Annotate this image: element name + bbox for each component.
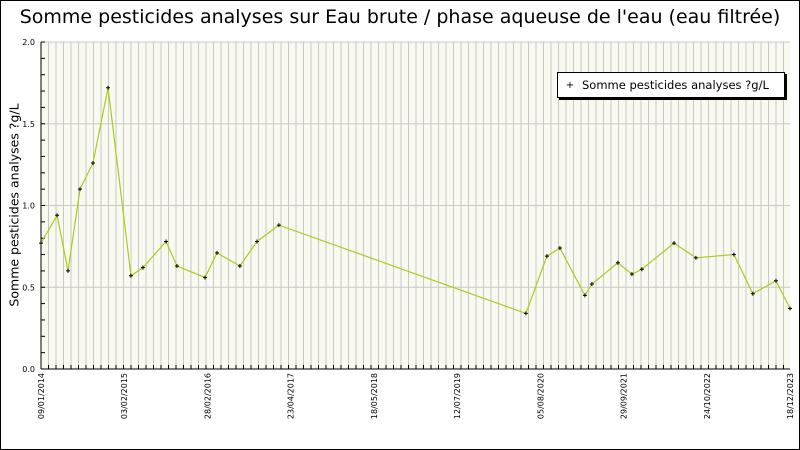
data-point xyxy=(203,275,208,280)
chart-title: Somme pesticides analyses sur Eau brute … xyxy=(19,6,781,28)
data-point xyxy=(255,239,260,244)
data-point xyxy=(523,311,528,316)
data-point xyxy=(77,187,82,192)
data-point xyxy=(773,278,778,283)
data-point xyxy=(128,273,133,278)
x-tick-label: 12/07/2019 xyxy=(453,373,462,419)
x-tick-label: 23/04/2017 xyxy=(287,373,296,419)
data-point xyxy=(164,239,169,244)
x-tick-label: 28/02/2016 xyxy=(203,373,212,419)
data-point xyxy=(106,85,111,90)
data-point xyxy=(589,281,594,286)
y-tick-label: 1.5 xyxy=(22,120,35,129)
data-point xyxy=(731,252,736,257)
legend: + Somme pesticides analyses ?g/L xyxy=(557,72,785,98)
y-tick-label: 1.0 xyxy=(22,202,35,211)
data-point xyxy=(55,213,60,218)
data-point xyxy=(788,306,792,311)
legend-marker-icon: + xyxy=(565,79,575,91)
data-point xyxy=(693,255,698,260)
x-tick-label: 18/12/2023 xyxy=(786,373,795,419)
data-point xyxy=(750,291,755,296)
x-tick-label: 05/08/2020 xyxy=(536,373,545,419)
data-point xyxy=(66,268,71,273)
x-tick-label: 24/10/2022 xyxy=(703,373,712,419)
data-point xyxy=(276,223,281,228)
x-tick-label: 03/02/2015 xyxy=(120,373,129,419)
data-point xyxy=(557,246,562,251)
data-point xyxy=(639,267,644,272)
data-point xyxy=(237,263,242,268)
data-point xyxy=(90,160,95,165)
x-tick-label: 09/01/2014 xyxy=(37,373,46,419)
data-point xyxy=(140,265,145,270)
data-point xyxy=(582,293,587,298)
data-point xyxy=(174,263,179,268)
data-point xyxy=(215,250,220,255)
data-point xyxy=(615,260,620,265)
x-tick-label: 29/09/2021 xyxy=(620,373,629,419)
y-tick-label: 0.5 xyxy=(22,283,35,292)
y-tick-label: 2.0 xyxy=(22,38,35,47)
data-point xyxy=(672,241,677,246)
legend-label: Somme pesticides analyses ?g/L xyxy=(582,78,769,92)
x-tick-label: 18/05/2018 xyxy=(370,373,379,419)
y-tick-label: 0.0 xyxy=(22,365,35,374)
data-point xyxy=(544,254,549,259)
data-point xyxy=(629,272,634,277)
data-point xyxy=(39,241,43,246)
